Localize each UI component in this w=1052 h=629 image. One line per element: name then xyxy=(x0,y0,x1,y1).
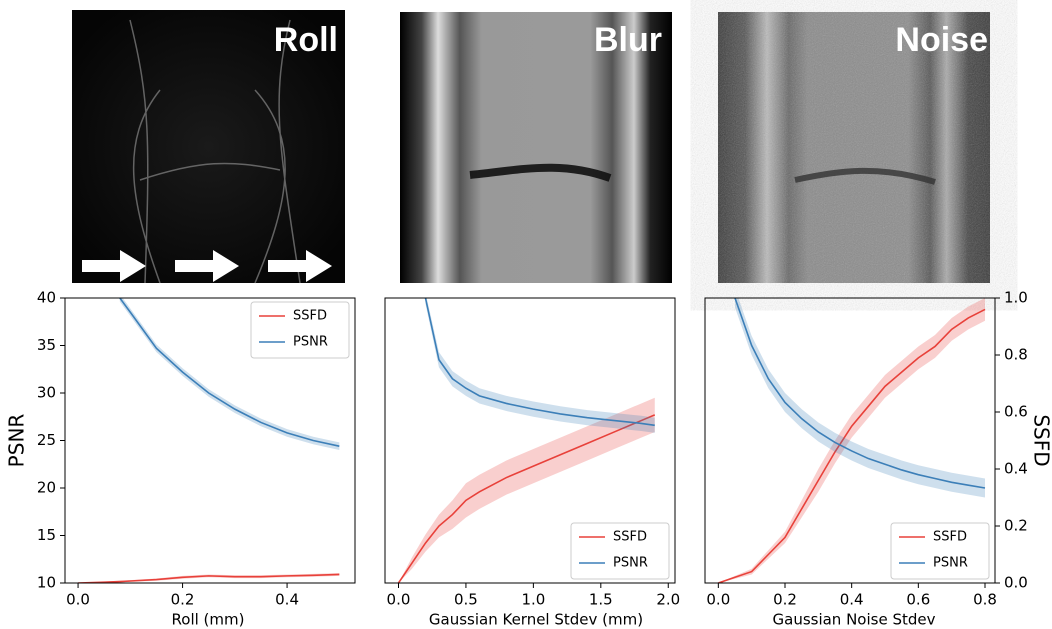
x-tick-label: 0.0 xyxy=(387,591,411,609)
series-line xyxy=(78,574,339,583)
y-tick-label: 25 xyxy=(37,431,56,449)
x-tick-label: 1.0 xyxy=(521,591,545,609)
y-tick-label: 10 xyxy=(37,574,56,592)
error-band xyxy=(735,289,985,498)
x-axis-label: Gaussian Kernel Stdev (mm) xyxy=(429,611,643,629)
legend-label: PSNR xyxy=(613,556,648,571)
y2-tick-label: 0.6 xyxy=(1004,403,1028,421)
y-tick-label: 40 xyxy=(37,289,56,307)
image-title: Roll xyxy=(274,21,338,59)
x-tick-label: 2.0 xyxy=(656,591,680,609)
x-tick-label: 1.5 xyxy=(589,591,613,609)
y-tick-label: 15 xyxy=(37,526,56,544)
error-band xyxy=(425,292,654,433)
plot: 0.0 0.2 0.4 0.6 0.8 0.0 0.2 0.4 0.6 0.8 1.0 Gaussia… xyxy=(705,289,1052,629)
y-tick-label: 35 xyxy=(37,336,56,354)
x-tick-label: 0.4 xyxy=(275,591,299,609)
legend: SSFD PSNR xyxy=(251,302,349,358)
x-tick-label: 0.0 xyxy=(706,591,730,609)
legend-label: SSFD xyxy=(613,530,647,545)
y-axis-label: PSNR xyxy=(5,414,29,468)
y2-tick-label: 0.0 xyxy=(1004,574,1028,592)
legend-label: SSFD xyxy=(293,309,327,324)
y-tick-label: 20 xyxy=(37,479,56,497)
legend-label: PSNR xyxy=(293,335,328,350)
y2-tick-label: 0.4 xyxy=(1004,460,1028,478)
x-tick-label: 0.6 xyxy=(906,591,930,609)
y-tick-label: 30 xyxy=(37,384,56,402)
y2-tick-label: 0.2 xyxy=(1004,517,1028,535)
legend-label: SSFD xyxy=(933,530,967,545)
x-tick-label: 0.2 xyxy=(773,591,797,609)
x-tick-label: 0.8 xyxy=(973,591,997,609)
figure: Roll 0.0 0.2 0.4 10 15 20 25 30 35 40 Roll (mm) PSNR… xyxy=(0,0,1052,629)
x-tick-label: 0.2 xyxy=(171,591,195,609)
x-tick-label: 0.5 xyxy=(454,591,478,609)
legend: SSFD PSNR xyxy=(571,523,669,579)
x-axis-label: Gaussian Noise Stdev xyxy=(773,611,936,629)
image-title: Blur xyxy=(594,21,662,59)
legend: SSFD PSNR xyxy=(891,523,989,579)
image-title: Noise xyxy=(895,21,988,59)
x-axis-label: Roll (mm) xyxy=(172,611,245,629)
legend-label: PSNR xyxy=(933,556,968,571)
y2-tick-label: 1.0 xyxy=(1004,289,1028,307)
plot: 0.0 0.5 1.0 1.5 2.0 Gaussian Kernel Stdev (mm… xyxy=(385,292,680,628)
y2-tick-label: 0.8 xyxy=(1004,346,1028,364)
x-tick-label: 0.4 xyxy=(840,591,864,609)
x-tick-label: 0.0 xyxy=(66,591,90,609)
y2-axis-label: SSFD xyxy=(1030,414,1052,466)
